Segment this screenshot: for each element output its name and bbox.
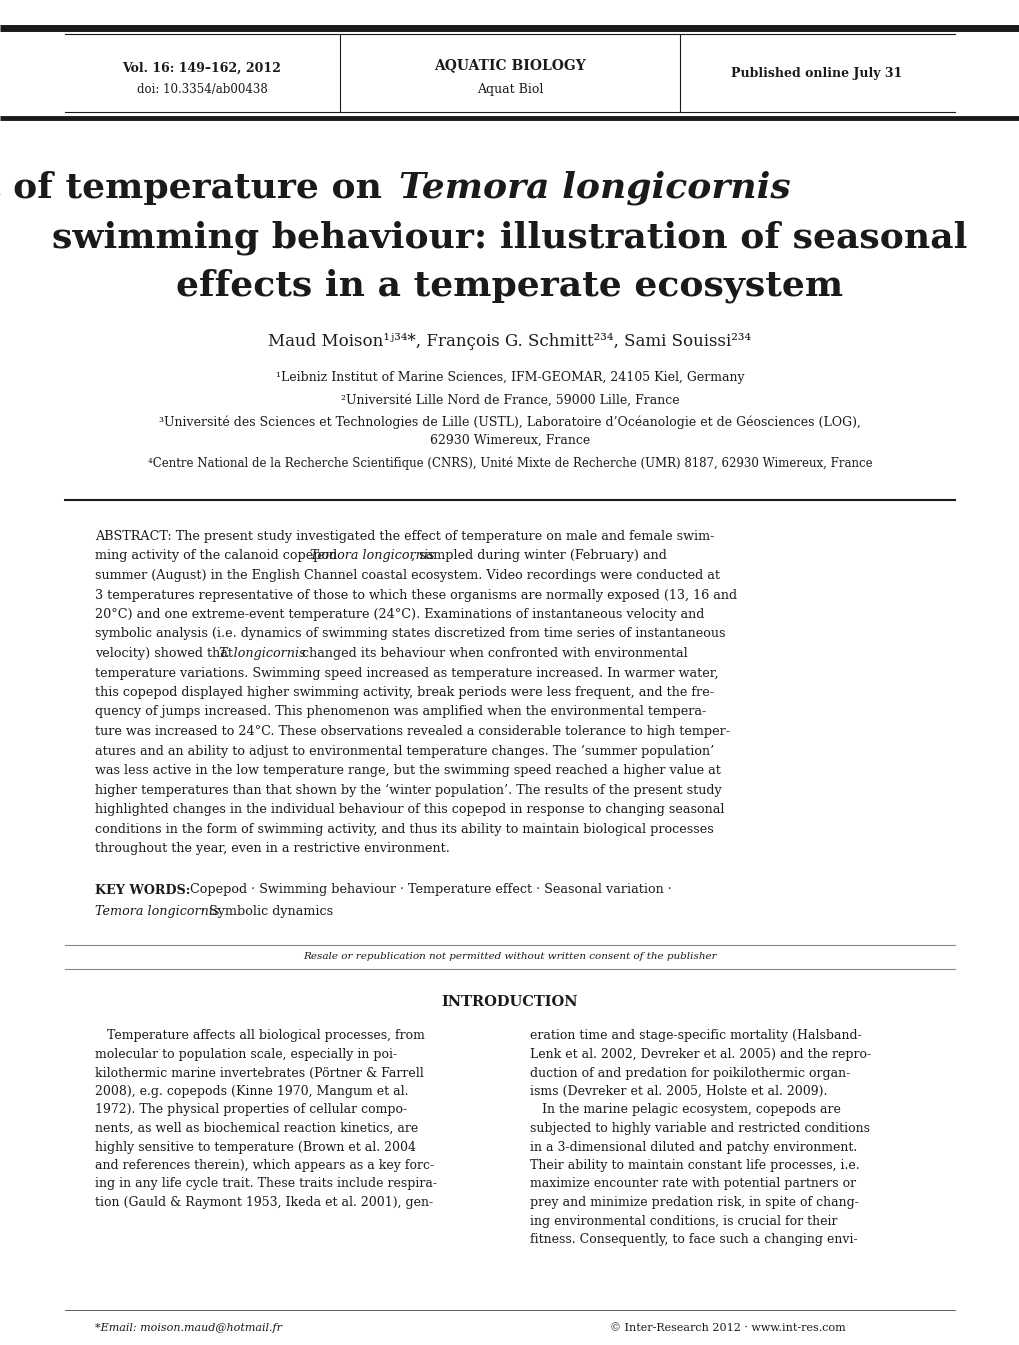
Text: T. longicornis: T. longicornis <box>219 647 306 660</box>
Text: maximize encounter rate with potential partners or: maximize encounter rate with potential p… <box>530 1177 855 1190</box>
Text: in a 3-dimensional diluted and patchy environment.: in a 3-dimensional diluted and patchy en… <box>530 1141 856 1154</box>
Text: duction of and predation for poikilothermic organ-: duction of and predation for poikilother… <box>530 1067 850 1080</box>
Text: swimming behaviour: illustration of seasonal: swimming behaviour: illustration of seas… <box>52 221 967 256</box>
Text: subjected to highly variable and restricted conditions: subjected to highly variable and restric… <box>530 1122 869 1135</box>
Text: , sampled during winter (February) and: , sampled during winter (February) and <box>411 550 666 562</box>
Text: highly sensitive to temperature (Brown et al. 2004: highly sensitive to temperature (Brown e… <box>95 1141 416 1154</box>
Text: higher temperatures than that shown by the ‘winter population’. The results of t: higher temperatures than that shown by t… <box>95 784 721 796</box>
Text: nents, as well as biochemical reaction kinetics, are: nents, as well as biochemical reaction k… <box>95 1122 418 1135</box>
Text: ABSTRACT: The present study investigated the effect of temperature on male and f: ABSTRACT: The present study investigated… <box>95 530 713 543</box>
Text: and references therein), which appears as a key forc-: and references therein), which appears a… <box>95 1159 434 1171</box>
Text: KEY WORDS:: KEY WORDS: <box>95 884 191 897</box>
Text: *Email: moison.maud@hotmail.fr: *Email: moison.maud@hotmail.fr <box>95 1323 281 1333</box>
Text: summer (August) in the English Channel coastal ecosystem. Video recordings were : summer (August) in the English Channel c… <box>95 569 719 582</box>
Text: Their ability to maintain constant life processes, i.e.: Their ability to maintain constant life … <box>530 1159 859 1171</box>
Text: prey and minimize predation risk, in spite of chang-: prey and minimize predation risk, in spi… <box>530 1196 858 1209</box>
Text: changed its behaviour when confronted with environmental: changed its behaviour when confronted wi… <box>299 647 688 660</box>
Text: AQUATIC BIOLOGY: AQUATIC BIOLOGY <box>434 58 585 73</box>
Text: quency of jumps increased. This phenomenon was amplified when the environmental : quency of jumps increased. This phenomen… <box>95 706 705 718</box>
Text: In the marine pelagic ecosystem, copepods are: In the marine pelagic ecosystem, copepod… <box>530 1103 840 1116</box>
Text: was less active in the low temperature range, but the swimming speed reached a h: was less active in the low temperature r… <box>95 764 720 777</box>
Text: ing environmental conditions, is crucial for their: ing environmental conditions, is crucial… <box>530 1215 837 1228</box>
Text: ¹Leibniz Institut of Marine Sciences, IFM-GEOMAR, 24105 Kiel, Germany: ¹Leibniz Institut of Marine Sciences, IF… <box>275 371 744 385</box>
Text: 20°C) and one extreme-event temperature (24°C). Examinations of instantaneous ve: 20°C) and one extreme-event temperature … <box>95 608 704 621</box>
Text: ming activity of the calanoid copepod: ming activity of the calanoid copepod <box>95 550 341 562</box>
Text: highlighted changes in the individual behaviour of this copepod in response to c: highlighted changes in the individual be… <box>95 803 723 816</box>
Text: isms (Devreker et al. 2005, Holste et al. 2009).: isms (Devreker et al. 2005, Holste et al… <box>530 1085 826 1098</box>
Text: conditions in the form of swimming activity, and thus its ability to maintain bi: conditions in the form of swimming activ… <box>95 823 713 835</box>
Text: symbolic analysis (i.e. dynamics of swimming states discretized from time series: symbolic analysis (i.e. dynamics of swim… <box>95 628 725 640</box>
Text: © Inter-Research 2012 · www.int-res.com: © Inter-Research 2012 · www.int-res.com <box>609 1323 845 1333</box>
Text: this copepod displayed higher swimming activity, break periods were less frequen: this copepod displayed higher swimming a… <box>95 686 713 699</box>
Text: Resale or republication not permitted without written consent of the publisher: Resale or republication not permitted wi… <box>303 952 716 960</box>
Text: tion (Gauld & Raymont 1953, Ikeda et al. 2001), gen-: tion (Gauld & Raymont 1953, Ikeda et al.… <box>95 1196 433 1209</box>
Text: fitness. Consequently, to face such a changing envi-: fitness. Consequently, to face such a ch… <box>530 1233 857 1245</box>
Text: Maud Moison¹ʲ³⁴*, François G. Schmitt²³⁴, Sami Souissi²³⁴: Maud Moison¹ʲ³⁴*, François G. Schmitt²³⁴… <box>268 334 751 351</box>
Text: temperature variations. Swimming speed increased as temperature increased. In wa: temperature variations. Swimming speed i… <box>95 667 718 679</box>
Text: ³Université des Sciences et Technologies de Lille (USTL), Laboratoire d’Océanolo: ³Université des Sciences et Technologies… <box>159 416 860 429</box>
Text: Effect of temperature on: Effect of temperature on <box>0 171 394 204</box>
Text: Temperature affects all biological processes, from: Temperature affects all biological proce… <box>95 1029 425 1042</box>
Text: · Symbolic dynamics: · Symbolic dynamics <box>197 905 332 919</box>
Text: Published online July 31: Published online July 31 <box>731 66 902 79</box>
Text: kilothermic marine invertebrates (Pörtner & Farrell: kilothermic marine invertebrates (Pörtne… <box>95 1067 423 1080</box>
Text: ing in any life cycle trait. These traits include respira-: ing in any life cycle trait. These trait… <box>95 1177 436 1190</box>
Text: molecular to population scale, especially in poi-: molecular to population scale, especiall… <box>95 1048 396 1061</box>
Text: 3 temperatures representative of those to which these organisms are normally exp: 3 temperatures representative of those t… <box>95 589 737 601</box>
Text: Temora longicornis: Temora longicornis <box>310 550 434 562</box>
Text: eration time and stage-specific mortality (Halsband-: eration time and stage-specific mortalit… <box>530 1029 861 1042</box>
Text: Aquat Biol: Aquat Biol <box>476 83 543 97</box>
Text: Temora longicornis: Temora longicornis <box>95 905 219 919</box>
Text: ture was increased to 24°C. These observations revealed a considerable tolerance: ture was increased to 24°C. These observ… <box>95 725 730 738</box>
Text: Vol. 16: 149–162, 2012: Vol. 16: 149–162, 2012 <box>122 62 281 74</box>
Text: 62930 Wimereux, France: 62930 Wimereux, France <box>429 433 590 447</box>
Text: ⁴Centre National de la Recherche Scientifique (CNRS), Unité Mixte de Recherche (: ⁴Centre National de la Recherche Scienti… <box>148 456 871 469</box>
Text: throughout the year, even in a restrictive environment.: throughout the year, even in a restricti… <box>95 842 449 855</box>
Text: atures and an ability to adjust to environmental temperature changes. The ‘summe: atures and an ability to adjust to envir… <box>95 745 713 757</box>
Text: doi: 10.3354/ab00438: doi: 10.3354/ab00438 <box>137 83 267 97</box>
Text: 2008), e.g. copepods (Kinne 1970, Mangum et al.: 2008), e.g. copepods (Kinne 1970, Mangum… <box>95 1085 408 1098</box>
Text: Temora longicornis: Temora longicornis <box>398 171 790 206</box>
Text: INTRODUCTION: INTRODUCTION <box>441 994 578 1009</box>
Text: velocity) showed that: velocity) showed that <box>95 647 236 660</box>
Text: ²Université Lille Nord de France, 59000 Lille, France: ²Université Lille Nord de France, 59000 … <box>340 394 679 406</box>
Text: Lenk et al. 2002, Devreker et al. 2005) and the repro-: Lenk et al. 2002, Devreker et al. 2005) … <box>530 1048 870 1061</box>
Text: 1972). The physical properties of cellular compo-: 1972). The physical properties of cellul… <box>95 1103 407 1116</box>
Text: effects in a temperate ecosystem: effects in a temperate ecosystem <box>176 269 843 303</box>
Text: Copepod · Swimming behaviour · Temperature effect · Seasonal variation ·: Copepod · Swimming behaviour · Temperatu… <box>181 884 672 897</box>
